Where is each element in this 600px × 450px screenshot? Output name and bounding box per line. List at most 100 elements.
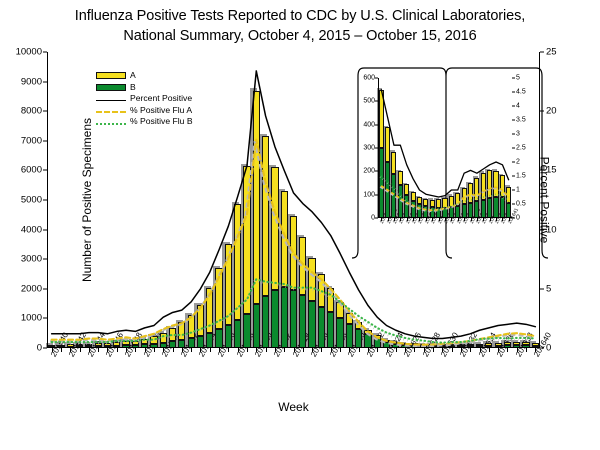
inset-x-tick-mark xyxy=(502,218,504,221)
bar-segment-a xyxy=(466,344,474,347)
x-tick-mark xyxy=(60,348,62,352)
legend-label: A xyxy=(130,70,136,80)
inset-y-tick-mark-right xyxy=(512,203,515,205)
inset-y-tick-label-right: 1.5 xyxy=(516,172,526,180)
inset-x-tick-mark xyxy=(496,218,498,221)
inset-bar-column xyxy=(421,197,429,218)
y-tick-mark-left xyxy=(43,258,47,260)
inset-y-tick-mark-right xyxy=(512,161,515,163)
x-tick-mark xyxy=(88,348,90,352)
inset-bar-segment-a xyxy=(416,197,423,204)
bar-column xyxy=(185,312,195,348)
x-tick-mark xyxy=(526,348,528,352)
bar-segment-a xyxy=(196,304,205,336)
bar-segment-a xyxy=(522,342,530,346)
inset-y-tick-label-right: 0 xyxy=(516,214,520,222)
legend-swatch-line-dotted-green xyxy=(96,122,126,125)
x-tick-mark xyxy=(181,348,183,352)
inset-x-tick-mark xyxy=(489,218,491,221)
x-tick-mark xyxy=(302,348,304,352)
inset-spine-bottom xyxy=(378,217,512,218)
legend-label: B xyxy=(130,81,136,92)
line-percent-flu-a xyxy=(50,138,537,346)
axis-spine-right xyxy=(539,52,540,348)
bar-segment-a xyxy=(206,288,214,333)
x-tick-mark xyxy=(107,348,109,352)
legend-label: % Positive Flu B xyxy=(130,116,193,127)
y-tick-mark-right xyxy=(540,51,544,53)
bar-segment-a xyxy=(113,342,121,346)
inset-x-tick-mark xyxy=(464,218,466,221)
x-tick-mark xyxy=(340,348,341,352)
line-series-group xyxy=(50,70,537,348)
inset-plot-area: 0 100 200 300 400 500 600 0 0.5 1 1.5 2 2.5 3 3.5 4 4.5… xyxy=(363,75,525,225)
inset-line-percent-flu-a xyxy=(380,185,510,212)
inset-y-tick-mark-left xyxy=(375,217,378,219)
y-tick-label-left: 10000 xyxy=(15,46,42,58)
inset-bar-segment-a xyxy=(404,184,410,195)
x-tick-mark xyxy=(423,348,425,352)
y-tick-label-right: 0 xyxy=(546,342,552,354)
inset-bar-segment-a xyxy=(442,198,448,208)
inset-x-tick-mark xyxy=(406,218,408,221)
x-tick-mark xyxy=(70,348,72,352)
y-tick-label-left: 7000 xyxy=(20,135,42,147)
x-tick-mark xyxy=(479,348,481,352)
x-tick-mark xyxy=(358,348,360,352)
legend-swatch-bar-green xyxy=(96,83,126,91)
y-tick-label-left: 8000 xyxy=(20,105,42,117)
y-tick-mark-left xyxy=(43,169,47,171)
y-tick-label-right: 5 xyxy=(546,283,552,295)
inset-bar-segment-a xyxy=(385,127,391,162)
x-tick-mark xyxy=(265,348,267,352)
chart-legend: A B Percent Positive% Positive Flu A% Posi… xyxy=(96,70,193,128)
y-tick-label-left: 3000 xyxy=(20,253,42,265)
bar-segment-a xyxy=(503,342,512,346)
x-tick-mark xyxy=(98,348,100,352)
inset-y-tick-label-right: 2.5 xyxy=(516,144,526,152)
bar-column xyxy=(529,340,539,348)
y-tick-mark-right xyxy=(540,347,544,349)
x-tick-mark xyxy=(498,348,500,352)
bar-segment-a xyxy=(475,344,484,347)
x-tick-mark xyxy=(228,348,230,352)
bar-segment-a xyxy=(457,344,465,347)
inset-bar-column xyxy=(389,150,397,218)
x-tick-mark xyxy=(200,348,202,352)
bar-segment-a xyxy=(513,341,521,346)
x-tick-mark xyxy=(349,348,351,352)
inset-y-tick-mark-left xyxy=(375,124,378,126)
x-tick-mark xyxy=(237,348,239,352)
y-tick-label-right: 25 xyxy=(546,46,557,58)
inset-y-tick-label-left: 600 xyxy=(363,74,375,82)
inset-y-tick-label-right: 4 xyxy=(516,102,520,110)
inset-bar-segment-a xyxy=(455,193,461,206)
bar-segment-a xyxy=(494,342,502,346)
bar-segment-a xyxy=(531,342,539,346)
bar-column xyxy=(110,340,121,348)
inset-x-tick-mark xyxy=(387,218,389,221)
x-tick-mark xyxy=(414,348,416,352)
x-tick-mark xyxy=(79,348,81,352)
inset-y-tick-mark-right xyxy=(512,133,515,135)
inset-y-tick-mark-left xyxy=(375,194,378,196)
bar-segment-a xyxy=(271,167,279,291)
y-tick-mark-left xyxy=(43,110,47,112)
inset-y-tick-label-right: 2 xyxy=(516,158,520,166)
inset-y-tick-label-right: 1 xyxy=(516,186,520,194)
inset-line-percent-positive xyxy=(380,89,510,198)
x-tick-mark xyxy=(163,348,165,352)
line-percent-flu-b-shadow xyxy=(50,279,534,346)
inset-y-tick-label-left: 400 xyxy=(363,121,375,129)
inset-y-tick-label-right: 3 xyxy=(516,130,520,138)
inset-x-tick-mark xyxy=(393,218,395,221)
x-tick-mark xyxy=(516,348,518,352)
x-tick-mark xyxy=(367,348,369,352)
bar-segment-a xyxy=(75,343,84,347)
legend-item: A xyxy=(96,70,193,82)
bar-segment-a xyxy=(234,204,242,320)
inset-bar-segment-a xyxy=(391,151,397,174)
inset-y-tick-label-left: 500 xyxy=(363,97,375,105)
y-tick-label-left: 0 xyxy=(36,342,42,354)
x-tick-mark xyxy=(386,348,388,352)
